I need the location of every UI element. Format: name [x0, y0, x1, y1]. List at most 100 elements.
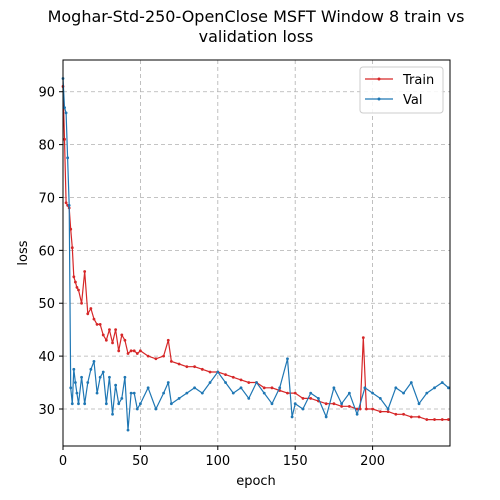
val-point	[363, 386, 367, 390]
val-point	[80, 375, 83, 379]
val-point	[120, 397, 124, 400]
train-point	[120, 333, 124, 337]
val-point	[324, 415, 328, 419]
train-point	[309, 397, 313, 400]
val-point	[162, 391, 166, 395]
train-point	[200, 367, 204, 371]
val-point	[371, 391, 374, 395]
val-point	[394, 386, 398, 390]
val-point	[67, 204, 71, 207]
train-point	[355, 407, 359, 411]
val-point	[447, 386, 450, 390]
x-tick-label: 100	[205, 454, 230, 469]
val-point	[409, 381, 413, 384]
val-point	[104, 402, 108, 406]
x-tick-label: 200	[360, 454, 385, 469]
train-point	[247, 381, 251, 384]
val-point	[255, 381, 258, 384]
train-point	[208, 370, 212, 374]
train-point	[293, 391, 297, 395]
train-point	[95, 322, 99, 326]
plot-area-frame	[62, 59, 451, 447]
val-point	[239, 386, 243, 390]
val-line	[62, 78, 449, 431]
val-point	[135, 407, 139, 411]
train-point	[123, 338, 127, 342]
train-point	[146, 354, 150, 358]
train-point	[301, 397, 305, 400]
train-point	[365, 407, 368, 411]
val-point	[89, 367, 93, 371]
train-point	[286, 391, 289, 395]
val-point	[347, 391, 351, 395]
val-point	[433, 386, 436, 390]
val-point	[111, 412, 114, 416]
val-point	[208, 381, 212, 384]
val-point	[139, 402, 142, 406]
train-point	[358, 407, 362, 411]
train-point	[231, 375, 235, 379]
val-point	[216, 370, 220, 374]
train-point	[114, 328, 118, 332]
val-point	[101, 370, 105, 374]
train-point	[224, 373, 227, 377]
train-point	[111, 341, 114, 345]
val-point	[69, 386, 73, 390]
val-point	[132, 391, 136, 395]
val-point	[117, 402, 121, 406]
train-point	[193, 365, 196, 369]
chart-title-line-2: validation loss	[199, 27, 314, 46]
val-point	[177, 397, 181, 400]
val-point	[123, 375, 127, 379]
train-point	[154, 357, 158, 361]
val-point	[270, 402, 274, 406]
val-point	[317, 397, 320, 400]
series-val	[61, 77, 450, 432]
train-point	[86, 312, 90, 316]
train-point	[92, 317, 96, 321]
train-point	[129, 349, 133, 353]
val-point	[98, 375, 102, 379]
train-point	[433, 418, 436, 421]
val-point	[75, 391, 79, 395]
val-point	[440, 381, 444, 384]
y-tick-label: 30	[38, 403, 55, 418]
val-point	[63, 106, 66, 109]
train-point	[324, 402, 328, 406]
x-tick-label: 50	[132, 454, 149, 469]
train-point	[64, 201, 68, 205]
train-point	[394, 412, 398, 416]
train-line	[62, 86, 449, 421]
val-point	[378, 397, 382, 400]
legend: Train Val	[359, 66, 444, 114]
val-point	[70, 402, 74, 406]
train-point	[63, 137, 66, 141]
val-point	[200, 391, 204, 395]
val-point	[262, 391, 266, 395]
train-point	[132, 349, 136, 353]
train-point	[409, 415, 413, 419]
val-point	[402, 391, 405, 395]
val-point	[355, 412, 359, 416]
train-point	[425, 418, 429, 421]
train-point	[440, 418, 444, 421]
val-point	[86, 381, 90, 384]
y-tick-label: 80	[38, 139, 55, 154]
val-point	[95, 391, 99, 395]
val-point	[425, 391, 429, 395]
train-point	[262, 386, 266, 390]
y-tick-label: 60	[38, 244, 55, 259]
train-point	[447, 418, 450, 421]
val-point	[386, 407, 390, 411]
val-point	[83, 402, 87, 406]
y-tick-label: 40	[38, 350, 55, 365]
y-tick-label: 70	[38, 191, 55, 206]
train-point	[177, 362, 181, 366]
val-point	[224, 381, 227, 384]
axis-ticks: 0 50 100 150 200 30 40 50 60 70 80 90	[38, 86, 385, 469]
val-point	[66, 156, 70, 160]
train-point	[417, 415, 421, 419]
train-point	[402, 412, 405, 416]
train-point	[101, 333, 105, 337]
train-point	[162, 354, 166, 358]
